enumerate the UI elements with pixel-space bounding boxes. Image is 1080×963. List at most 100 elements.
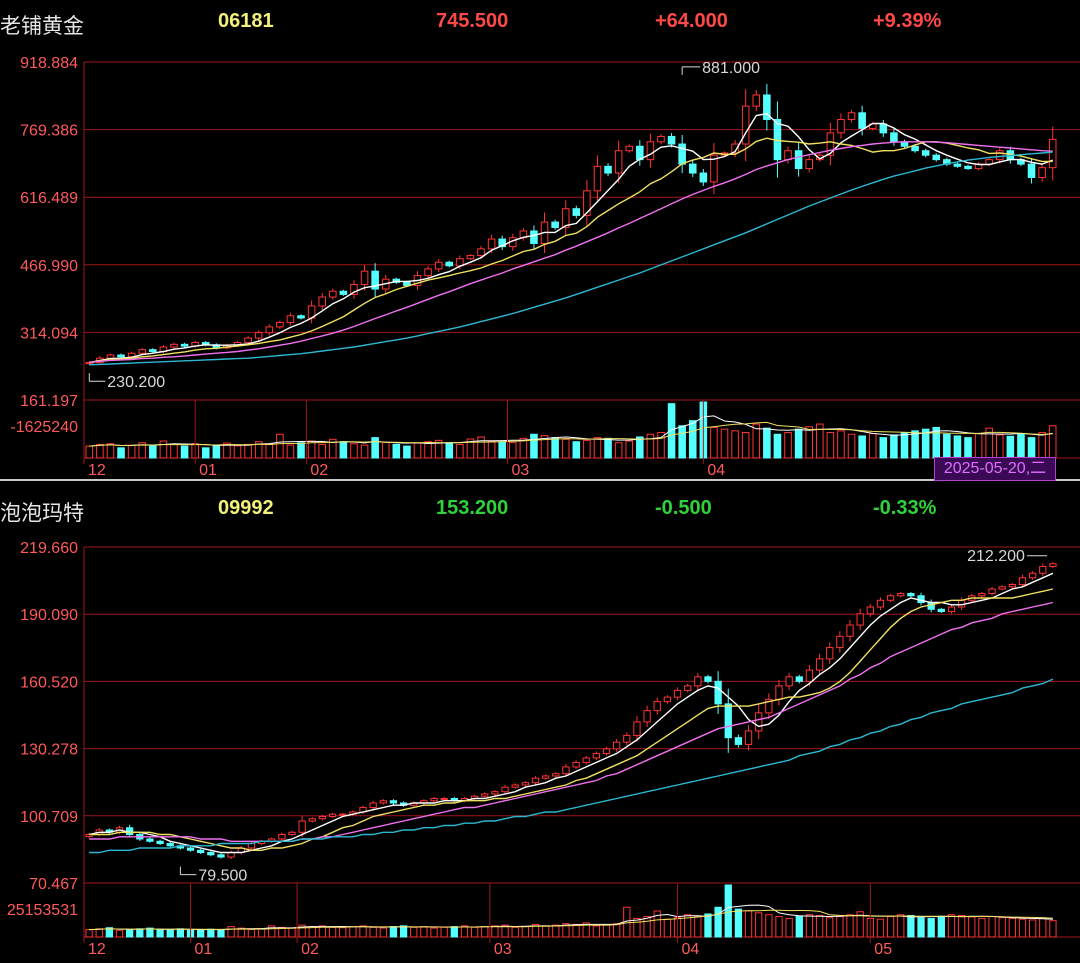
candle-body <box>521 782 529 786</box>
low-price-annotation: 79.500 <box>198 868 247 885</box>
volume-bar <box>694 916 702 938</box>
candle-body <box>308 818 316 822</box>
volume-bar <box>481 926 489 938</box>
candle-body <box>106 354 115 359</box>
volume-bar <box>964 437 972 459</box>
volume-bar <box>392 443 401 459</box>
x-tick-label: 12 <box>88 941 106 958</box>
candle-body <box>663 696 672 703</box>
volume-bar <box>217 929 225 938</box>
volume-bar <box>95 928 103 938</box>
kline-chart-1[interactable]: 918.884 769.386 616.489 466.990 314.094 161.1… <box>0 44 1080 480</box>
volume-bar <box>126 929 134 938</box>
y-tick-label: 130.278 <box>20 742 78 759</box>
volume-bar <box>731 430 739 459</box>
volume-bar <box>1008 917 1016 938</box>
volume-bar <box>815 914 824 938</box>
candle-body <box>477 248 485 257</box>
volume-label: 25153531 <box>7 902 78 919</box>
candle-body <box>85 834 93 838</box>
stock-code: 06181 <box>218 10 274 32</box>
candle-body <box>815 658 824 671</box>
candle-body <box>561 208 570 228</box>
volume-bar <box>1018 918 1027 938</box>
volume-bar <box>328 926 337 938</box>
volume-bar <box>156 929 164 938</box>
candle-body <box>156 840 164 845</box>
volume-bar <box>937 915 945 938</box>
stock-header-1: 老铺黄金 06181 745.500 +64.000 +9.39% <box>0 0 1080 44</box>
volume-bar <box>552 924 560 938</box>
volume-bar <box>350 443 358 459</box>
candle-body <box>646 141 655 161</box>
candle-body <box>907 593 915 597</box>
candle-body <box>146 838 154 842</box>
volume-bar <box>744 910 753 938</box>
x-tick-label: 04 <box>707 462 725 479</box>
volume-bar <box>166 929 174 938</box>
candle-body <box>298 820 306 833</box>
candle-body <box>582 757 590 763</box>
volume-bar <box>85 445 94 459</box>
volume-bar <box>149 445 157 459</box>
y-tick-label: 160.520 <box>20 674 78 691</box>
candle-body <box>244 337 252 344</box>
candle-body <box>572 208 581 216</box>
volume-bar <box>592 925 601 938</box>
volume-bar <box>244 443 252 459</box>
volume-bar <box>176 928 185 938</box>
candle-body <box>583 190 591 216</box>
kline-chart-2[interactable]: 219.660 190.090 160.520 130.278 100.709 70.46… <box>0 531 1080 963</box>
candle-body <box>1018 577 1027 586</box>
y-tick-label: 100.709 <box>20 809 78 826</box>
candle-body <box>1008 584 1016 588</box>
candle-body <box>688 163 697 174</box>
x-tick-label: 01 <box>199 462 217 479</box>
x-tick-label: 05 <box>874 941 892 958</box>
volume-bar <box>212 444 221 459</box>
volume-bar <box>360 444 369 459</box>
volume-bar <box>96 443 104 459</box>
volume-bar <box>741 432 750 459</box>
volume-bar <box>369 926 377 938</box>
candle-body <box>207 852 215 856</box>
volume-bar <box>943 433 951 459</box>
volume-bar <box>921 428 930 459</box>
candle-body <box>85 362 94 365</box>
volume-bar <box>775 916 783 938</box>
volume-bar <box>784 432 792 459</box>
candle-body <box>836 635 844 649</box>
candle-body <box>254 332 263 339</box>
volume-bar <box>667 403 676 459</box>
volume-bar <box>519 437 528 459</box>
volume-bar <box>531 923 540 938</box>
volume-bar <box>254 441 263 459</box>
candle-body <box>964 165 972 170</box>
volume-bar <box>805 914 814 938</box>
candle-body <box>765 698 773 714</box>
stock-name: 老铺黄金 <box>0 15 84 38</box>
candle-body <box>932 154 941 161</box>
volume-bar <box>511 926 519 938</box>
stock-change-pct: +9.39% <box>873 10 942 32</box>
volume-bar <box>265 443 274 459</box>
volume-bar <box>876 918 885 938</box>
volume-bar <box>207 928 215 938</box>
candle-body <box>1048 138 1057 169</box>
candle-body <box>623 734 631 743</box>
candle-body <box>731 143 739 154</box>
volume-bar <box>988 916 996 938</box>
volume-bar <box>106 443 115 459</box>
x-tick-label: 01 <box>195 941 213 958</box>
candle-body <box>858 112 866 129</box>
candle-body <box>265 326 274 334</box>
candle-body <box>775 685 783 700</box>
volume-bar <box>613 923 621 938</box>
volume-bar <box>329 438 337 459</box>
volume-bar <box>947 914 956 938</box>
volume-bar <box>307 440 316 459</box>
volume-bar <box>636 436 644 459</box>
candle-body <box>445 261 454 267</box>
volume-bar <box>201 447 210 459</box>
ma10-line <box>89 588 1054 851</box>
